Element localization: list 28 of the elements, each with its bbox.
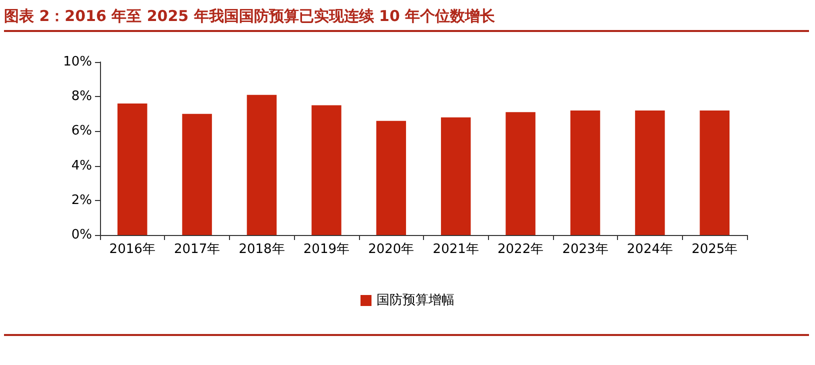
bar [570,110,600,235]
y-tick-label: 4% [71,158,92,174]
y-tick-label: 10% [63,54,92,70]
bar [182,114,212,235]
y-tick-label: 8% [71,89,92,104]
x-tick-label: 2025年 [692,242,738,257]
bar [440,117,471,235]
x-tick-label: 2024年 [626,242,673,257]
x-tick-label: 2022年 [498,242,544,257]
bar [635,110,665,235]
x-tick-label: 2020年 [368,242,414,257]
bar [700,110,730,235]
x-tick-label: 2021年 [432,242,479,257]
bar [312,105,342,235]
x-tick-label: 2023年 [562,242,608,257]
bar [506,112,536,235]
y-tick-label: 0% [71,228,92,242]
x-tick-label: 2018年 [238,242,285,257]
bar [246,94,277,235]
legend-label: 国防预算增幅 [376,293,454,308]
bar [117,104,148,235]
bar [376,120,406,235]
chart-title: 图表 2：2016 年至 2025 年我国国防预算已实现连续 10 年个位数增长 [4,4,809,32]
y-tick-label: 6% [71,124,92,139]
x-tick-label: 2017年 [174,242,220,257]
y-tick-label: 2% [71,192,92,208]
x-tick-label: 2019年 [303,242,350,257]
x-tick-label: 2016年 [109,242,156,257]
